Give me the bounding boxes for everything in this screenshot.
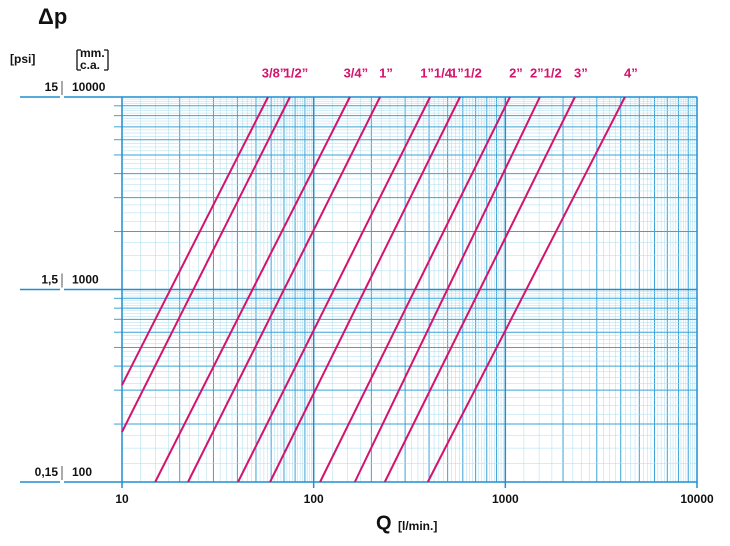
x-axis-label: Q [376,512,392,534]
series-line [121,96,269,386]
series-line [426,96,626,483]
legend-label: 2”1/2 [530,65,562,80]
series-line [237,96,431,483]
legend-label: 1/2” [284,65,309,80]
y-unit-right: mm. [80,46,105,60]
legend-label: 1”1/2 [450,65,482,80]
legend-label: 3/8” [262,65,287,80]
y-unit-left: [psi] [10,52,35,66]
series-line [154,96,351,483]
plot-frame [121,96,698,483]
legend-label: 3” [574,65,588,80]
legend-label: 4” [624,65,638,80]
chart-title: Δp [38,4,67,29]
x-tick-label: 100 [304,492,324,506]
legend-label: 2” [509,65,523,80]
y-unit-right: c.a. [80,58,100,72]
series-line [187,96,381,483]
y-tick-label: 10000 [72,80,106,94]
y-tick-label: 100 [72,465,92,479]
series-line [121,96,291,433]
x-tick-label: 10000 [680,492,714,506]
series-line [319,96,511,483]
y-tick-label: 1000 [72,273,99,287]
x-unit: [l/min.] [398,519,437,533]
legend-label: 3/4” [344,65,369,80]
x-tick-label: 1000 [492,492,519,506]
legend-label: 1” [379,65,393,80]
y2-tick-label: 0,15 [35,465,59,479]
legend-label: 1”1/4 [420,65,453,80]
bracket [76,49,109,71]
y2-tick-label: 1,5 [41,273,58,287]
y2-tick-label: 15 [45,80,59,94]
x-tick-label: 10 [115,492,129,506]
series-line [383,96,576,483]
series-line [353,96,541,483]
series-line [269,96,461,483]
